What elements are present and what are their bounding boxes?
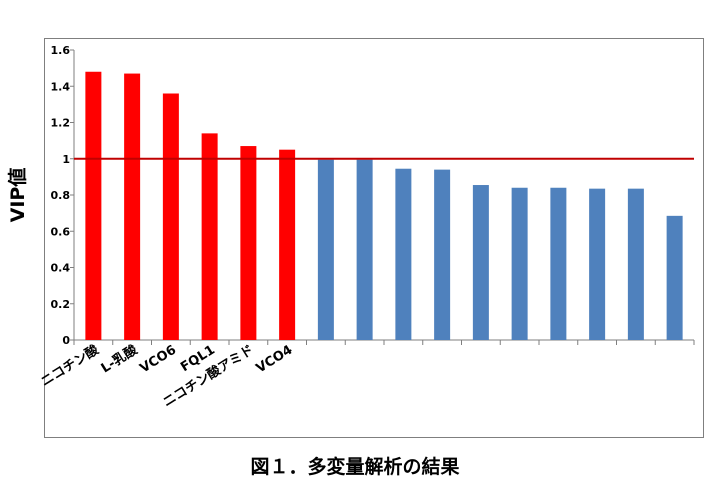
bar xyxy=(627,188,644,340)
vip-bar-chart: VIP値 00.20.40.60.811.21.41.6 ニコチン酸L-乳酸VC… xyxy=(7,44,695,410)
y-tick-label: 0.2 xyxy=(51,298,71,311)
bar xyxy=(511,187,528,340)
y-tick-label: 0.4 xyxy=(51,262,71,275)
bar xyxy=(395,168,412,340)
y-tick-label: 1 xyxy=(62,153,70,166)
bar xyxy=(240,146,257,340)
bar xyxy=(550,187,567,340)
bar xyxy=(317,159,334,340)
x-category-label: VCO6 xyxy=(137,343,179,377)
y-tick-label: 0 xyxy=(62,334,70,347)
bar xyxy=(666,215,683,340)
y-tick-label: 0.8 xyxy=(51,189,71,202)
bar xyxy=(279,149,296,340)
x-category-label: ニコチン酸 xyxy=(38,341,102,390)
bar xyxy=(589,188,606,340)
y-axis-label-group: VIP値 xyxy=(7,168,29,223)
y-tick-label: 1.6 xyxy=(51,44,71,57)
y-axis-label: VIP値 xyxy=(7,168,29,223)
y-tick-labels: 0 0.2 0.4 0.6 0.8 1 1.2 1.4 1.6 xyxy=(51,44,71,347)
bar xyxy=(162,93,179,340)
y-tick-label: 1.2 xyxy=(51,117,71,130)
bars xyxy=(85,71,683,340)
figure-caption: 図１．多変量解析の結果 xyxy=(250,456,460,478)
x-category-label: VCO4 xyxy=(254,343,296,377)
bar xyxy=(85,71,102,340)
bar xyxy=(201,133,218,340)
x-category-label: L-乳酸 xyxy=(98,341,141,376)
bar xyxy=(434,169,451,340)
y-tick-label: 0.6 xyxy=(51,225,71,238)
bar xyxy=(124,73,141,340)
bar xyxy=(356,159,373,340)
bar xyxy=(472,185,489,340)
y-tick-label: 1.4 xyxy=(51,80,71,93)
